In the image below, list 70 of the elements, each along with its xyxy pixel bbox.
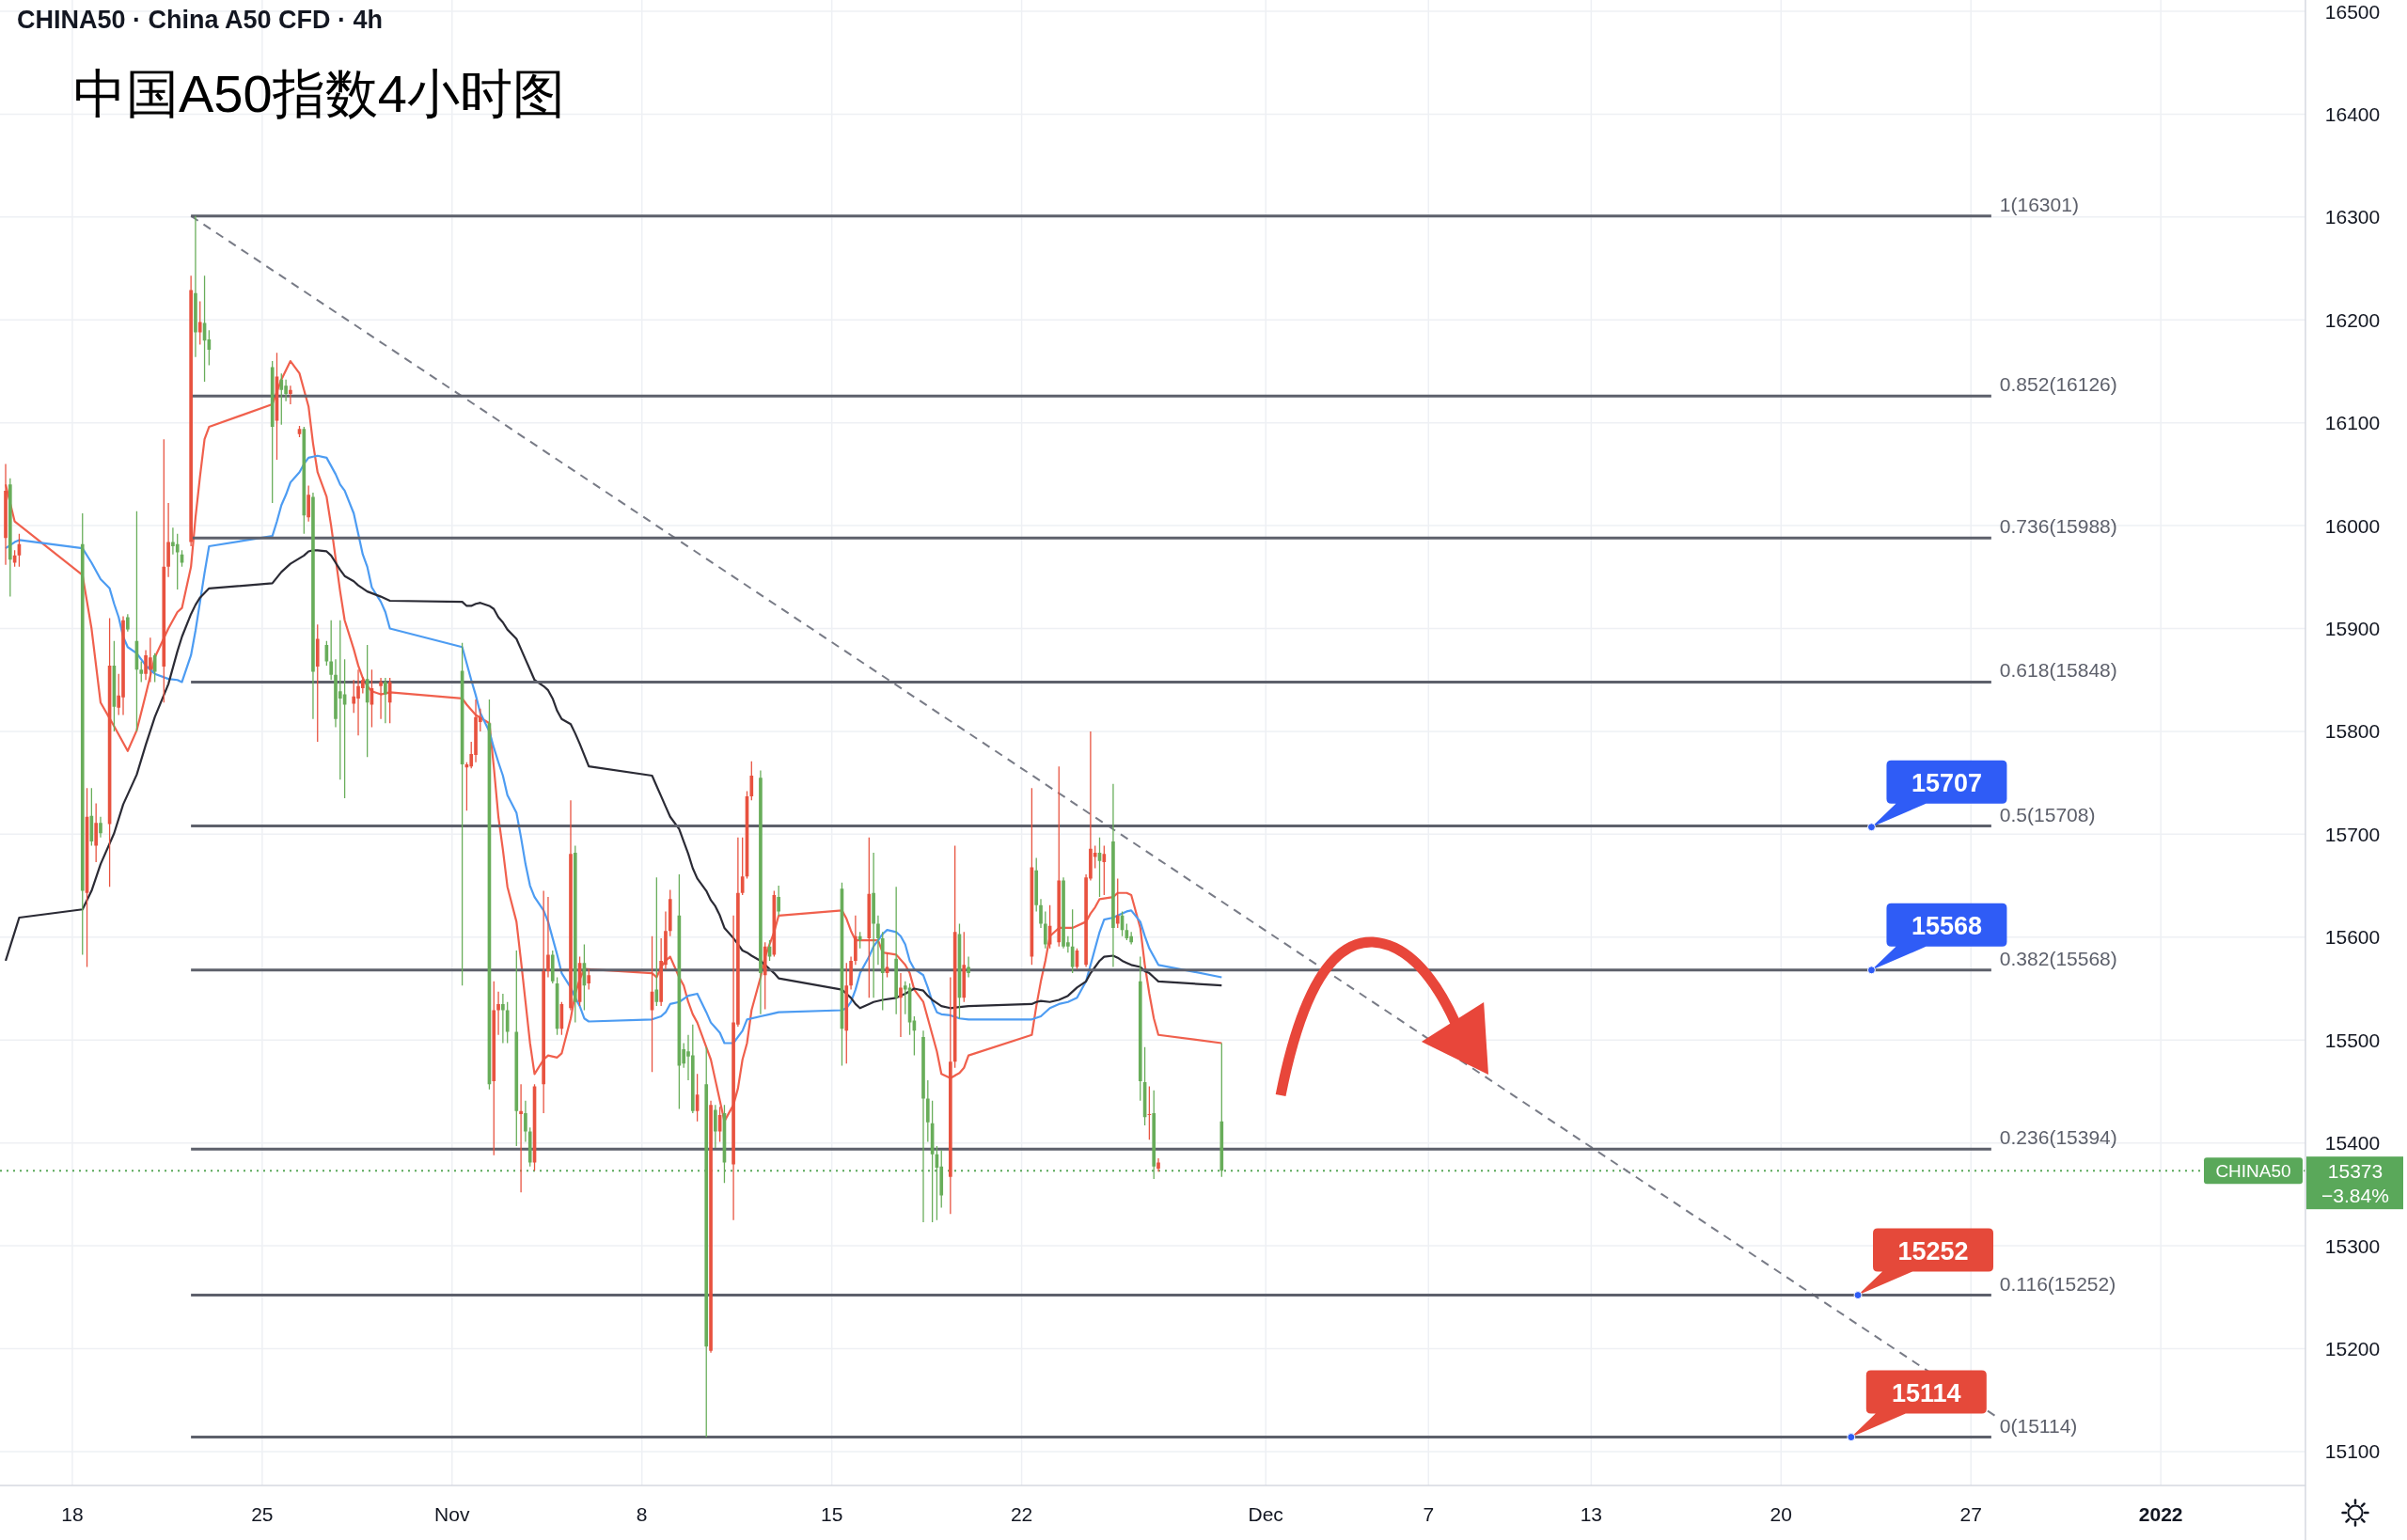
series-label: 0.736(15988)	[1999, 515, 2117, 538]
line-series	[4, 454, 1223, 1045]
y-tick-label: 15400	[2324, 1132, 2381, 1155]
annotation: 15252	[1897, 1236, 1969, 1265]
candlestick	[1111, 783, 1115, 967]
x-tick-label: 18	[61, 1502, 84, 1525]
y-tick-label: 15600	[2324, 926, 2381, 949]
chart-subtitle: CHINA50 · China A50 CFD · 4h	[17, 6, 384, 34]
y-tick-label: 16100	[2324, 412, 2381, 434]
y-tick-label: 15300	[2324, 1234, 2381, 1257]
candlestick	[501, 993, 505, 1044]
text: 15373	[2327, 1159, 2383, 1182]
y-tick-label: 15100	[2324, 1440, 2381, 1463]
text: −3.84%	[2321, 1184, 2389, 1206]
y-tick-label: 15900	[2324, 618, 2381, 640]
x-tick-label: 27	[1959, 1502, 1982, 1525]
annotation: 15114	[1892, 1378, 1961, 1407]
candlestick	[379, 678, 383, 719]
series-label: 0.618(15848)	[1999, 659, 2117, 682]
candlestick	[872, 853, 875, 998]
x-tick-label: 20	[1770, 1502, 1792, 1525]
y-tick-label: 15500	[2324, 1029, 2381, 1051]
candlestick	[166, 503, 170, 577]
y-tick-label: 16400	[2324, 102, 2381, 125]
series-label: 0.382(15568)	[1999, 947, 2117, 969]
candlestick	[899, 973, 903, 1037]
x-tick-label: 13	[1580, 1502, 1603, 1525]
line-series	[4, 359, 1223, 1123]
candlestick	[546, 897, 550, 978]
x-tick-label: 22	[1010, 1502, 1033, 1525]
annotation: 15707	[1911, 768, 1982, 797]
y-tick-label: 16000	[2324, 514, 2381, 537]
y-tick-label: 16500	[2324, 0, 2381, 23]
candlestick	[921, 1030, 925, 1222]
y-tick-label: 15200	[2324, 1337, 2381, 1359]
candlestick	[1156, 1158, 1160, 1172]
y-tick-label: 15700	[2324, 823, 2381, 845]
series-label: 0.116(15252)	[1999, 1272, 2116, 1295]
x-tick-label: 2022	[2138, 1502, 2183, 1525]
candlestick	[876, 915, 880, 966]
y-tick-label: 16300	[2324, 206, 2381, 228]
candlestick	[519, 1084, 523, 1193]
series-label: 0.852(16126)	[1999, 373, 2117, 396]
candlestick	[4, 464, 8, 565]
series-label: 0(15114)	[1999, 1414, 2078, 1437]
candlestick	[194, 215, 197, 357]
series-label: 0.5(15708)	[1999, 803, 2096, 825]
line-series	[4, 549, 1223, 1010]
annotation: 15568	[1911, 911, 1982, 940]
text: 中国A50指数4小时图	[73, 64, 565, 123]
x-tick-label: Dec	[1248, 1502, 1283, 1525]
candlestick	[524, 1100, 527, 1142]
candlestick	[307, 485, 310, 522]
candlestick	[99, 816, 102, 838]
x-tick-label: Nov	[434, 1502, 470, 1525]
series-label: 0.236(15394)	[1999, 1126, 2117, 1149]
candlestick	[1039, 899, 1043, 928]
x-tick-label: 15	[820, 1502, 843, 1525]
y-tick-label: 15800	[2324, 720, 2381, 743]
x-tick-label: 7	[1423, 1502, 1435, 1525]
y-tick-label: 16200	[2324, 308, 2381, 331]
x-tick-label: 8	[636, 1502, 648, 1525]
candlestick	[854, 915, 857, 966]
x-tick-label: 25	[251, 1502, 274, 1525]
ref-line-label: CHINA50	[2215, 1160, 2291, 1181]
candlestick	[496, 991, 500, 1035]
series-label: 1(16301)	[1999, 193, 2079, 215]
candlestick	[289, 385, 292, 404]
candlestick	[967, 956, 970, 978]
candlestick	[384, 678, 387, 724]
